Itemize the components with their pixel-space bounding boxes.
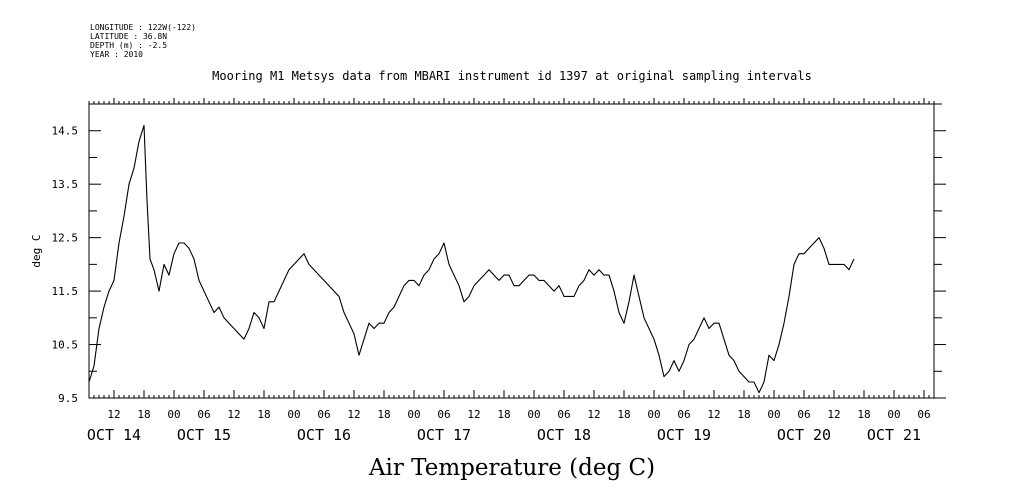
longitude-label: LONGITUDE : 122W(-122) xyxy=(90,23,196,32)
x-day-label: OCT 17 xyxy=(417,426,471,444)
y-tick-label: 9.5 xyxy=(58,392,78,405)
x-tick-label: 06 xyxy=(917,408,930,421)
x-tick-label: 00 xyxy=(527,408,540,421)
x-tick-label: 00 xyxy=(887,408,900,421)
x-tick-label: 00 xyxy=(167,408,180,421)
x-tick-label: 06 xyxy=(317,408,330,421)
x-tick-label: 18 xyxy=(377,408,390,421)
x-tick-label: 06 xyxy=(797,408,810,421)
x-tick-label: 18 xyxy=(257,408,270,421)
x-day-label: OCT 14 xyxy=(87,426,141,444)
x-tick-label: 00 xyxy=(647,408,660,421)
x-tick-label: 12 xyxy=(587,408,600,421)
axes: 12 18 00 06 12 18 00 06 12 18 00 06 12 18 00 06 12 18 00 06… xyxy=(52,98,946,444)
year-label: YEAR : 2010 xyxy=(90,50,143,59)
x-day-label: OCT 16 xyxy=(297,426,351,444)
y-tick-label: 14.5 xyxy=(52,125,79,138)
x-tick-label: 12 xyxy=(827,408,840,421)
x-day-label: OCT 21 xyxy=(867,426,921,444)
x-day-label: OCT 20 xyxy=(777,426,831,444)
x-tick-label: 18 xyxy=(497,408,510,421)
x-tick-label: 18 xyxy=(137,408,150,421)
y-tick-label: 11.5 xyxy=(52,285,79,298)
x-tick-label: 18 xyxy=(737,408,750,421)
x-tick-label: 00 xyxy=(407,408,420,421)
x-day-label: OCT 18 xyxy=(537,426,591,444)
x-tick-label: 06 xyxy=(197,408,210,421)
x-tick-label: 06 xyxy=(677,408,690,421)
x-tick-label: 12 xyxy=(227,408,240,421)
x-tick-label: 12 xyxy=(347,408,360,421)
x-day-label: OCT 19 xyxy=(657,426,711,444)
x-tick-label: 18 xyxy=(617,408,630,421)
x-tick-label: 12 xyxy=(467,408,480,421)
depth-label: DEPTH (m) : -2.5 xyxy=(90,41,167,50)
x-tick-label: 06 xyxy=(437,408,450,421)
x-tick-label: 18 xyxy=(857,408,870,421)
x-tick-label: 06 xyxy=(557,408,570,421)
x-day-label: OCT 15 xyxy=(177,426,231,444)
x-tick-label: 00 xyxy=(287,408,300,421)
x-tick-label: 00 xyxy=(767,408,780,421)
chart-title: Mooring M1 Metsys data from MBARI instru… xyxy=(212,69,812,83)
y-tick-label: 10.5 xyxy=(52,339,79,352)
y-tick-label: 13.5 xyxy=(52,178,79,191)
air-temperature-line xyxy=(88,124,855,394)
x-tick-label: 12 xyxy=(107,408,120,421)
latitude-label: LATITUDE : 36.8N xyxy=(90,32,167,41)
x-axis-title: Air Temperature (deg C) xyxy=(368,455,655,481)
x-tick-label: 12 xyxy=(707,408,720,421)
plot-frame xyxy=(88,103,935,399)
data-line-layer xyxy=(88,124,855,394)
y-axis-label: deg C xyxy=(30,234,43,267)
y-tick-label: 12.5 xyxy=(52,232,79,245)
